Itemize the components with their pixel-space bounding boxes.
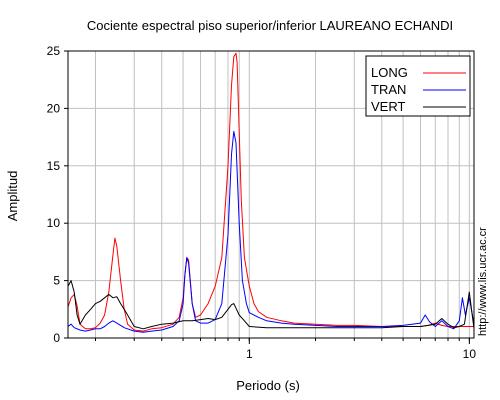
y-tick-label: 25: [47, 44, 61, 58]
x-axis-label: Periodo (s): [236, 378, 300, 393]
x-tick-label: 10: [463, 347, 477, 361]
y-axis-ticks: 0 5 10 15 20 25: [47, 44, 68, 345]
y-tick-label: 0: [53, 331, 60, 345]
grid: [68, 51, 474, 338]
credit-text: http://www.lis.ucr.ac.cr: [477, 227, 489, 336]
legend-label-tran: TRAN: [371, 82, 406, 97]
legend-box: [365, 55, 471, 117]
x-axis-ticks: 1 10: [94, 338, 477, 361]
plot-lines: [67, 52, 475, 333]
series-line-tran: [67, 130, 475, 333]
legend-label-vert: VERT: [371, 99, 405, 114]
legend: LONG TRAN VERT: [365, 55, 471, 117]
x-tick-label: 1: [246, 347, 253, 361]
legend-label-long: LONG: [371, 65, 408, 80]
y-axis-label: Amplitud: [5, 171, 20, 222]
y-tick-label: 5: [53, 274, 60, 288]
y-tick-label: 20: [47, 101, 61, 115]
chart-title: Cociente espectral piso superior/inferio…: [87, 18, 453, 33]
legend-items: LONG TRAN VERT: [371, 65, 466, 114]
y-tick-label: 10: [47, 216, 61, 230]
y-tick-label: 15: [47, 159, 61, 173]
series-line-vert: [67, 280, 475, 330]
plot-frame: [67, 50, 475, 339]
